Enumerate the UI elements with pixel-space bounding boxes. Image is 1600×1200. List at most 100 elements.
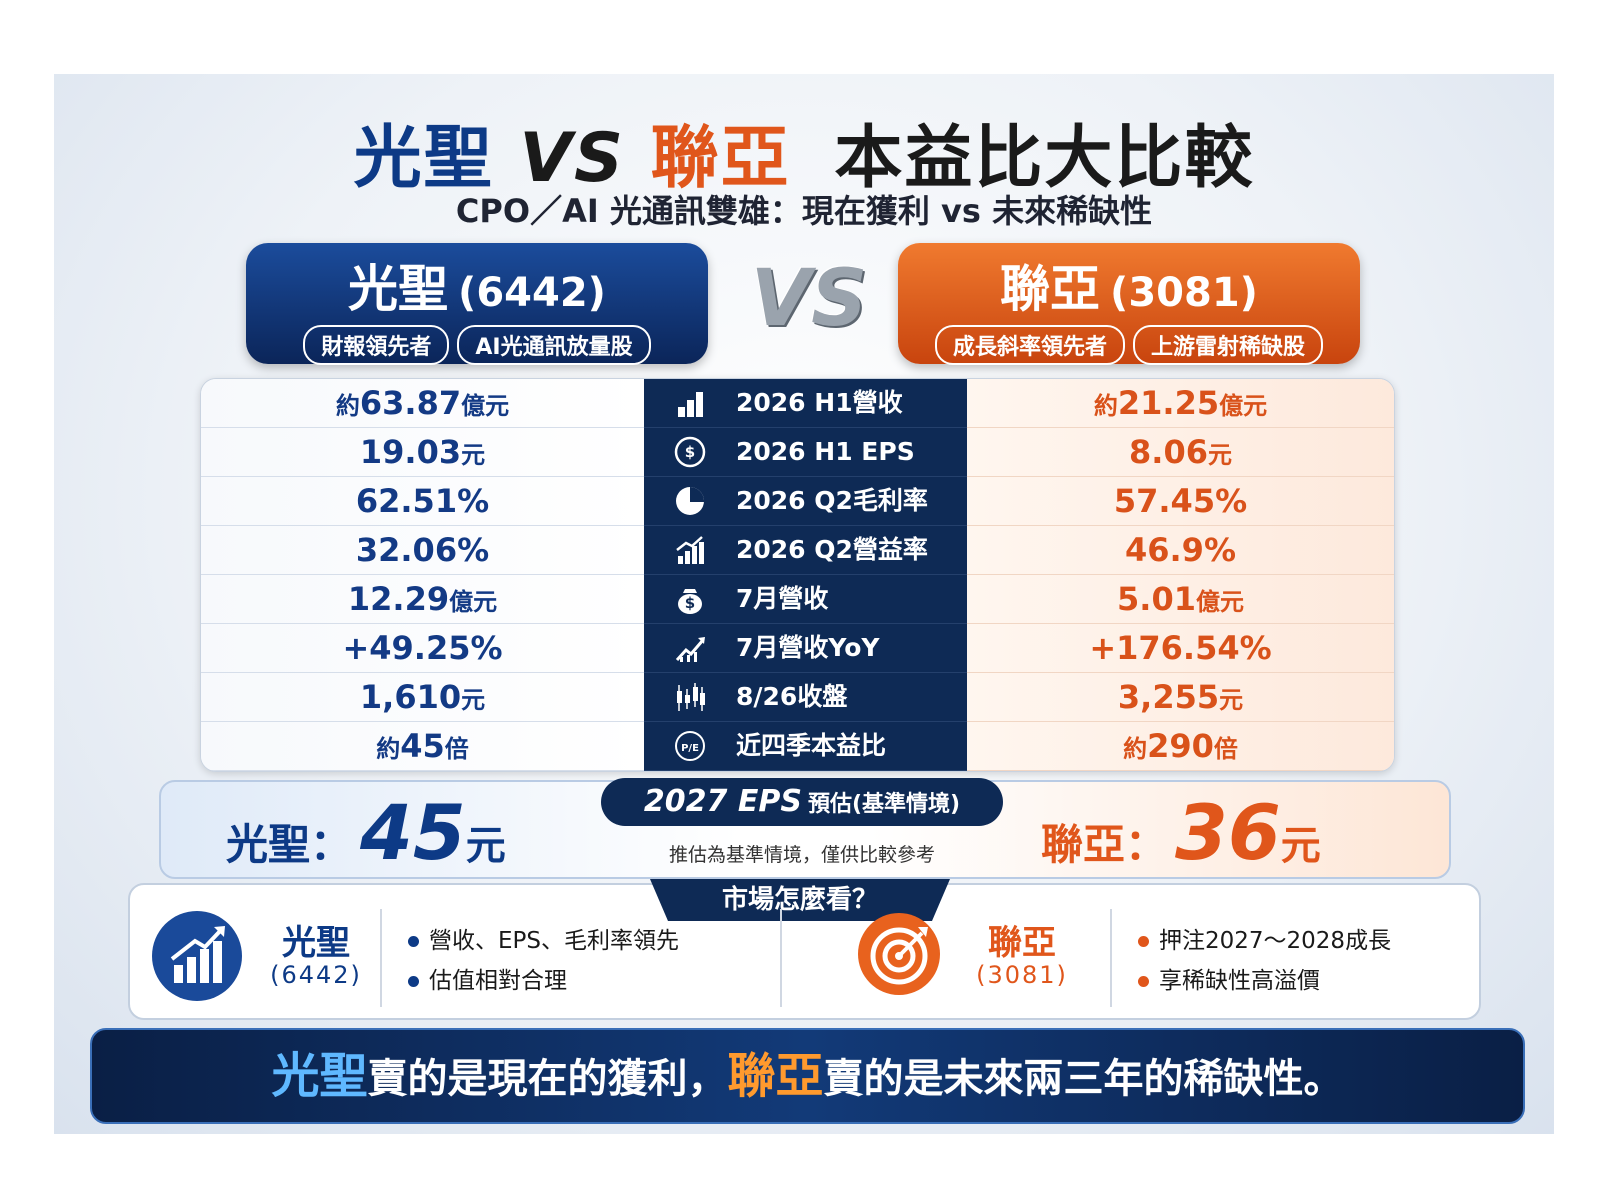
tag: 成長斜率領先者	[934, 325, 1125, 365]
title-rest: 本益比大比較	[834, 119, 1255, 198]
market-left-name: 光聖	[282, 923, 350, 963]
banner-text: 賣的是現在的獲利，	[367, 1056, 728, 1102]
metric: 2026 H1營收	[644, 379, 967, 428]
title-left: 光聖	[353, 119, 494, 198]
metric-icon: $	[678, 589, 702, 614]
metric-label: 2026 Q2毛利率	[736, 486, 928, 515]
metric-icon	[676, 487, 704, 515]
icon-text: $	[685, 443, 695, 461]
left-header: 光聖 (6442) 財報領先者 AI光通訊放量股	[246, 243, 708, 365]
left-value: 62.51%	[201, 477, 644, 526]
eps-right-name: 聯亞：	[1041, 820, 1168, 869]
comparison-table: 約63.87億元 2026 H1營收 約21.25億元 19.03元 $2026 H1 …	[200, 378, 1395, 772]
metric-label: 近四季本益比	[736, 731, 887, 760]
right-value: 約21.25億元	[967, 379, 1394, 428]
market-heading: 市場怎麼看？	[650, 879, 950, 921]
banner-left: 光聖	[271, 1048, 368, 1104]
right-code: (3081)	[1110, 270, 1258, 316]
metric-icon	[677, 683, 705, 711]
eps-left: 光聖： 45元	[226, 788, 506, 877]
table-row: 19.03元 $2026 H1 EPS 8.06元	[201, 428, 1394, 477]
eps-label-main: 2027 EPS	[643, 784, 802, 819]
subtitle: CPO／AI 光通訊雙雄：現在獲利 vs 未來稀缺性	[455, 192, 1153, 230]
title: 光聖 VS 聯亞 本益比大比較	[54, 102, 1554, 201]
market-left-point: 估值相對合理	[408, 961, 567, 995]
left-value: 19.03元	[201, 428, 644, 477]
metric-icon	[678, 392, 703, 417]
table-row: 12.29億元 $7月營收 5.01億元	[201, 575, 1394, 624]
right-value: 約290倍	[967, 722, 1394, 771]
eps-left-value: 45	[360, 788, 466, 877]
metric-icon	[675, 637, 705, 662]
tag: 財報領先者	[303, 325, 450, 365]
title-vs: VS	[519, 119, 625, 198]
table-row: 1,610元 8/26收盤 3,255元	[201, 673, 1394, 722]
eps-right-value: 36	[1175, 788, 1281, 877]
metric: $2026 H1 EPS	[644, 428, 967, 477]
eps-label: 2027 EPS 預估(基準情境)	[601, 778, 1003, 826]
left-value: 32.06%	[201, 526, 644, 575]
eps-note: 推估為基準情境，僅供比較參考	[668, 844, 935, 866]
vs-badge: VS	[750, 254, 868, 344]
metric-icon: P/E	[675, 731, 705, 761]
metric-label: 2026 Q2營益率	[736, 535, 928, 564]
left-value: 約63.87億元	[201, 379, 644, 428]
title-right: 聯亞	[650, 119, 791, 198]
market-panel: 市場怎麼看？ 光聖 (6442) 營收、EPS、毛利率領先 估值相對合理 聯亞 …	[128, 879, 1481, 1020]
metric: P/E 近四季本益比	[644, 722, 967, 771]
eps-right-unit: 元	[1280, 823, 1321, 869]
eps-left-name: 光聖：	[226, 820, 353, 869]
growth-icon	[152, 911, 242, 1001]
right-value: 3,255元	[967, 673, 1394, 722]
left-code: (6442)	[458, 270, 606, 316]
right-value: 8.06元	[967, 428, 1394, 477]
eps-label-note: 預估(基準情境)	[807, 792, 961, 817]
market-left-code: (6442)	[270, 961, 362, 989]
metric-label: 2026 H1營收	[736, 388, 903, 417]
left-value: 12.29億元	[201, 575, 644, 624]
right-name: 聯亞	[1000, 260, 1101, 318]
table-row: 32.06% 2026 Q2營益率 46.9%	[201, 526, 1394, 575]
metric-label: 7月營收YoY	[736, 633, 880, 662]
metric: 2026 Q2毛利率	[644, 477, 967, 526]
right-value: +176.54%	[967, 624, 1394, 673]
right-value: 57.45%	[967, 477, 1394, 526]
right-value: 46.9%	[967, 526, 1394, 575]
table-row: 約45倍 P/E 近四季本益比 約290倍	[201, 722, 1394, 771]
metric: 2026 Q2營益率	[644, 526, 967, 575]
conclusion-banner: 光聖賣的是現在的獲利，聯亞賣的是未來兩三年的稀缺性。	[90, 1028, 1525, 1124]
right-value: 5.01億元	[967, 575, 1394, 624]
icon-text: P/E	[681, 743, 699, 754]
target-icon	[858, 913, 940, 995]
metric: $7月營收	[644, 575, 967, 624]
metric-label: 2026 H1 EPS	[736, 437, 915, 466]
left-value: 1,610元	[201, 673, 644, 722]
icon-text: $	[685, 594, 695, 612]
banner-right: 聯亞	[727, 1048, 824, 1104]
right-header: 聯亞 (3081) 成長斜率領先者 上游雷射稀缺股	[898, 243, 1360, 365]
eps-left-unit: 元	[465, 823, 506, 869]
table-row: +49.25% 7月營收YoY +176.54%	[201, 624, 1394, 673]
table-row: 62.51% 2026 Q2毛利率 57.45%	[201, 477, 1394, 526]
eps-panel: 光聖： 45元 2027 EPS 預估(基準情境) 推估為基準情境，僅供比較參考 聯…	[159, 778, 1451, 879]
metric: 8/26收盤	[644, 673, 967, 722]
left-value: 約45倍	[201, 722, 644, 771]
tag: 上游雷射稀缺股	[1133, 325, 1324, 365]
banner-text: 賣的是未來兩三年的稀缺性。	[823, 1056, 1344, 1102]
market-right-point: 享稀缺性高溢價	[1138, 961, 1320, 995]
metric: 7月營收YoY	[644, 624, 967, 673]
left-name: 光聖	[348, 260, 449, 318]
metric-icon	[676, 536, 704, 564]
tag: AI光通訊放量股	[457, 325, 651, 365]
eps-right: 聯亞： 36元	[1041, 788, 1321, 877]
table-row: 約63.87億元 2026 H1營收 約21.25億元	[201, 379, 1394, 428]
metric-label: 7月營收	[736, 584, 829, 613]
market-left-point: 營收、EPS、毛利率領先	[408, 921, 679, 955]
market-right-code: (3081)	[976, 961, 1068, 989]
infographic: 光聖 VS 聯亞 本益比大比較 CPO／AI 光通訊雙雄：現在獲利 vs 未來稀…	[54, 74, 1554, 1134]
metric-label: 8/26收盤	[736, 682, 848, 711]
left-value: +49.25%	[201, 624, 644, 673]
market-right-name: 聯亞	[988, 923, 1056, 963]
market-right-point: 押注2027～2028成長	[1138, 921, 1391, 955]
